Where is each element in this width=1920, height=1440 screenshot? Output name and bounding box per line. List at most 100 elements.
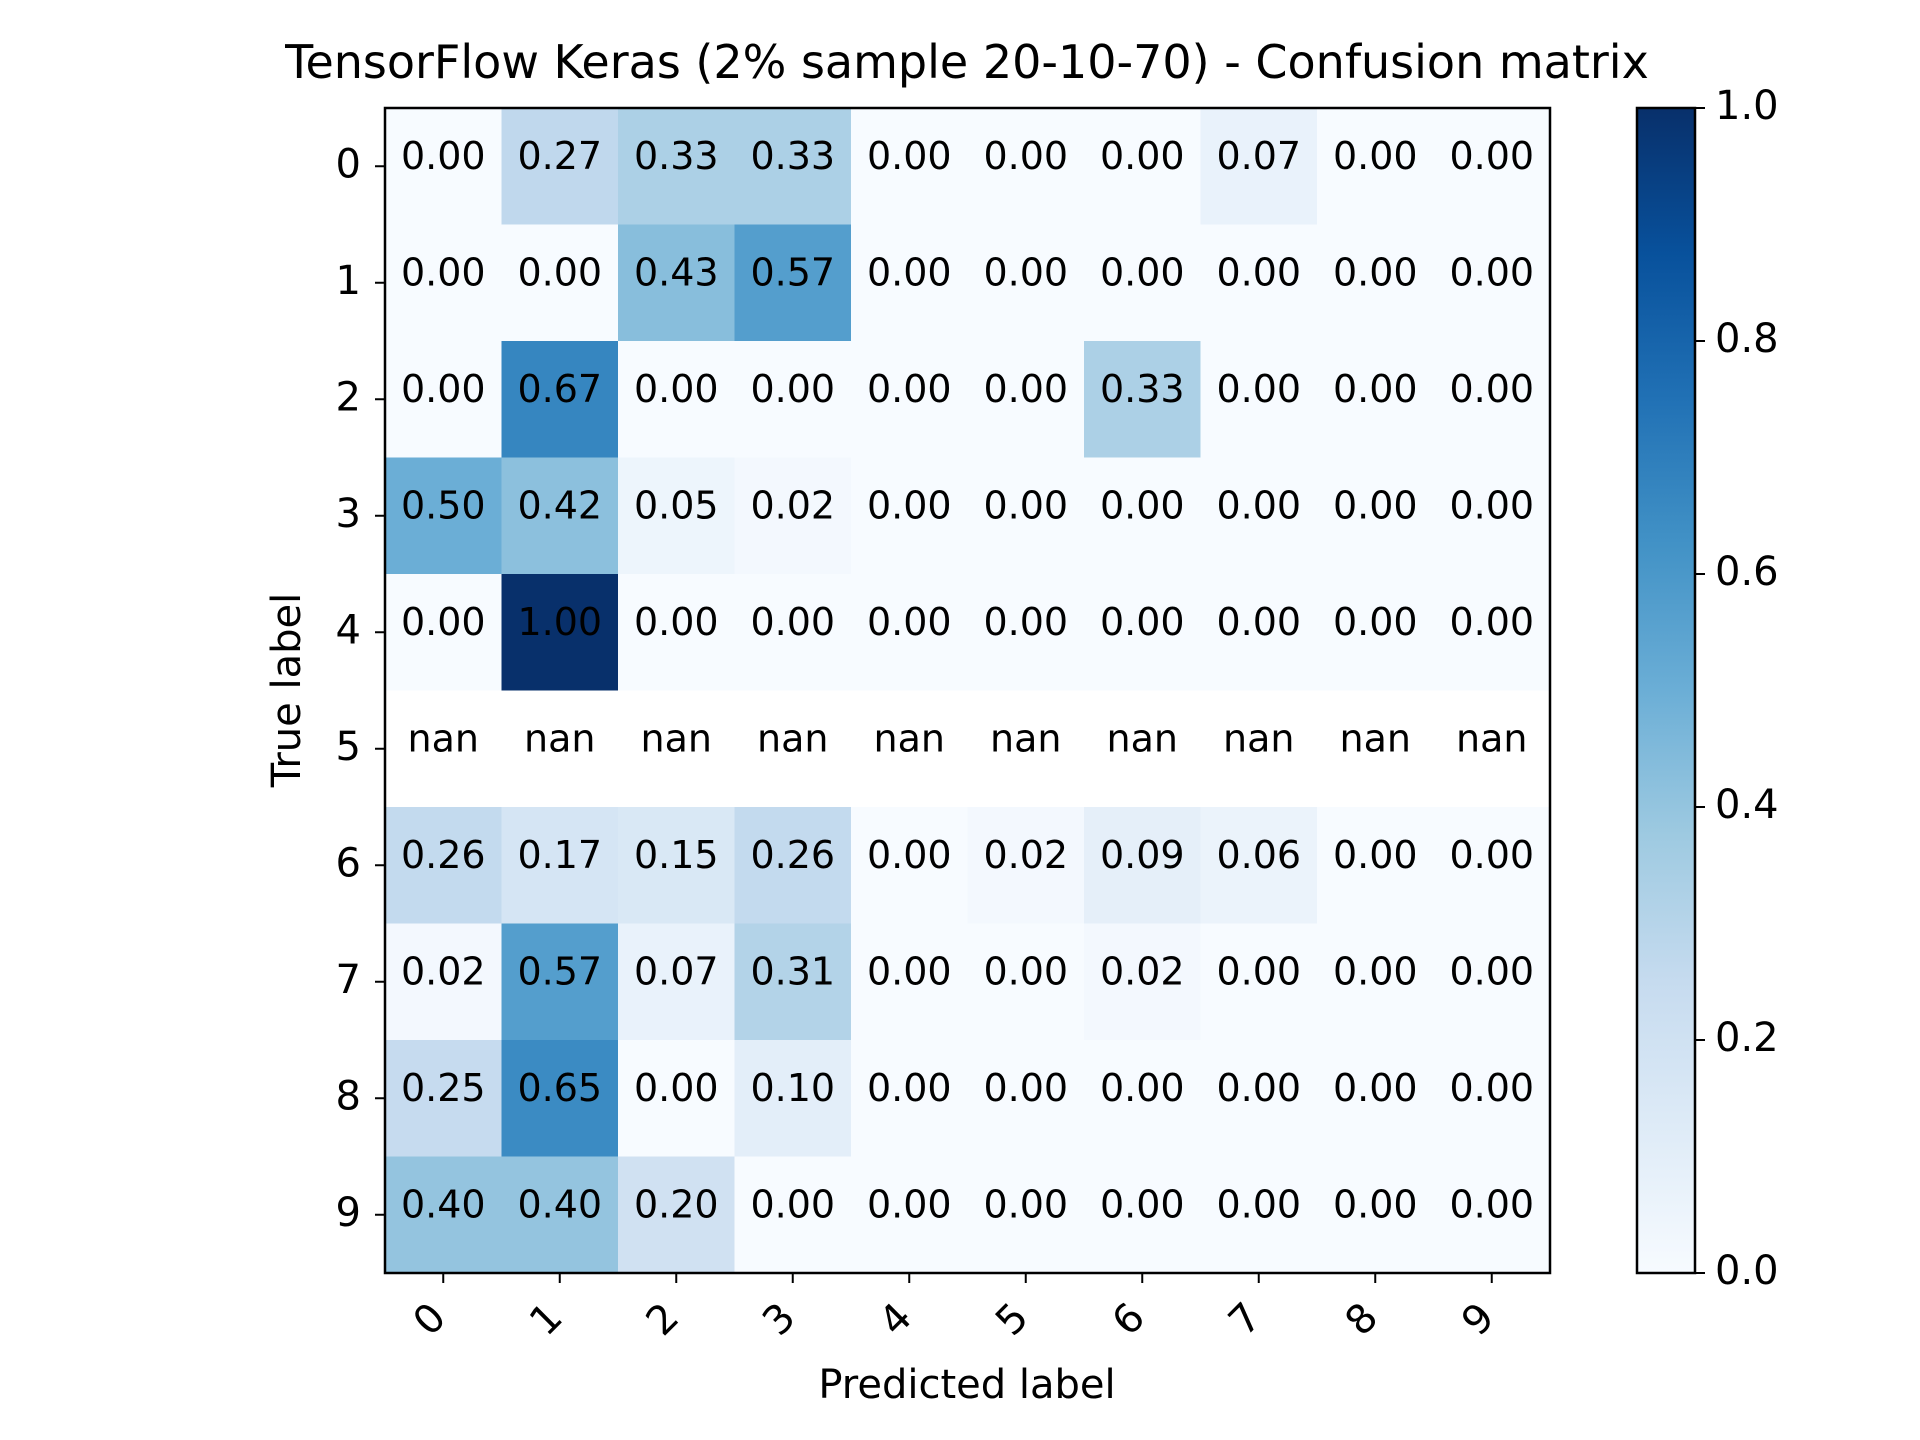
heatmap-cell bbox=[385, 341, 503, 459]
y-tick-label: 3 bbox=[336, 491, 361, 537]
cell-value-label: 0.00 bbox=[983, 600, 1068, 644]
cell-value-label: nan bbox=[1456, 716, 1527, 760]
cell-value-label: 0.00 bbox=[1449, 1066, 1534, 1110]
heatmap-cell bbox=[967, 224, 1085, 342]
cell-value-label: 0.50 bbox=[401, 483, 486, 527]
heatmap-cell bbox=[1200, 341, 1318, 459]
y-tick-label: 6 bbox=[336, 840, 361, 886]
cell-value-label: 0.00 bbox=[750, 1182, 835, 1226]
cell-value-label: 0.02 bbox=[750, 483, 835, 527]
heatmap-cell bbox=[1084, 1040, 1202, 1158]
heatmap-cell bbox=[1200, 108, 1318, 226]
heatmap-cell-labels: 0.00 0.27 0.33 0.33 0.00 0.00 0.00 0.07 0.00 0.00… bbox=[401, 134, 1534, 1227]
cell-value-label: 0.33 bbox=[1100, 367, 1185, 411]
colorbar-tick-label: 0.6 bbox=[1715, 549, 1779, 595]
heatmap-cell bbox=[501, 457, 619, 575]
cell-value-label: 0.00 bbox=[1333, 833, 1418, 877]
heatmap-cell bbox=[734, 1156, 852, 1274]
cell-value-label: 0.00 bbox=[1333, 134, 1418, 178]
x-tick-label: 9 bbox=[1453, 1294, 1504, 1345]
cell-value-label: 0.65 bbox=[517, 1066, 602, 1110]
y-axis: 0 1 2 3 4 5 6 7 8 9 bbox=[336, 141, 385, 1236]
x-axis: 0 1 2 3 4 5 6 7 8 9 bbox=[405, 1273, 1504, 1345]
cell-value-label: 0.00 bbox=[1333, 250, 1418, 294]
chart-title: TensorFlow Keras (2% sample 20-10-70) - … bbox=[284, 35, 1649, 89]
cell-value-label: 0.00 bbox=[1216, 367, 1301, 411]
heatmap-cell bbox=[1433, 690, 1551, 808]
heatmap-cell bbox=[1084, 457, 1202, 575]
x-tick-label: 8 bbox=[1337, 1294, 1388, 1345]
heatmap-cell bbox=[1084, 923, 1202, 1041]
heatmap-cell bbox=[1317, 807, 1435, 925]
cell-value-label: 0.15 bbox=[634, 833, 719, 877]
cell-value-label: nan bbox=[1107, 716, 1178, 760]
heatmap-cell bbox=[734, 457, 852, 575]
cell-value-label: 0.57 bbox=[750, 250, 835, 294]
heatmap-cell bbox=[967, 807, 1085, 925]
cell-value-label: 0.00 bbox=[750, 600, 835, 644]
cell-value-label: 0.00 bbox=[1216, 949, 1301, 993]
cell-value-label: nan bbox=[641, 716, 712, 760]
cell-value-label: 0.00 bbox=[517, 250, 602, 294]
heatmap-cell bbox=[734, 690, 852, 808]
cell-value-label: 0.26 bbox=[750, 833, 835, 877]
cell-value-label: 0.00 bbox=[1449, 367, 1534, 411]
cell-value-label: 0.33 bbox=[750, 134, 835, 178]
colorbar-tick-label: 0.8 bbox=[1715, 316, 1779, 362]
cell-value-label: 1.00 bbox=[517, 600, 602, 644]
heatmap-cell bbox=[1433, 457, 1551, 575]
heatmap-cell bbox=[385, 574, 503, 692]
cell-value-label: 0.00 bbox=[867, 250, 952, 294]
heatmap-cell bbox=[734, 574, 852, 692]
heatmap-cell bbox=[734, 224, 852, 342]
heatmap-cell bbox=[501, 923, 619, 1041]
cell-value-label: 0.00 bbox=[1449, 600, 1534, 644]
cell-value-label: 0.25 bbox=[401, 1066, 486, 1110]
colorbar bbox=[1635, 106, 1697, 1275]
heatmap-cell bbox=[967, 923, 1085, 1041]
heatmap-cell bbox=[385, 690, 503, 808]
cell-value-label: 0.20 bbox=[634, 1182, 719, 1226]
cell-value-label: 0.07 bbox=[634, 949, 719, 993]
heatmap-cell bbox=[967, 1156, 1085, 1274]
x-tick-label: 4 bbox=[871, 1294, 922, 1345]
heatmap-cell bbox=[1317, 341, 1435, 459]
cell-value-label: 0.00 bbox=[1100, 600, 1185, 644]
heatmap-cell bbox=[618, 224, 736, 342]
heatmap-cell bbox=[1200, 457, 1318, 575]
cell-value-label: 0.00 bbox=[1449, 134, 1534, 178]
heatmap-cell bbox=[1084, 574, 1202, 692]
cell-value-label: 0.00 bbox=[867, 1066, 952, 1110]
heatmap-cells bbox=[385, 108, 1551, 1274]
cell-value-label: 0.00 bbox=[634, 1066, 719, 1110]
heatmap-cell bbox=[734, 108, 852, 226]
heatmap-cell bbox=[1317, 1040, 1435, 1158]
heatmap-cell bbox=[385, 1156, 503, 1274]
cell-value-label: 0.00 bbox=[983, 949, 1068, 993]
y-tick-label: 9 bbox=[336, 1190, 361, 1236]
cell-value-label: nan bbox=[874, 716, 945, 760]
cell-value-label: 0.00 bbox=[867, 134, 952, 178]
cell-value-label: 0.00 bbox=[983, 1066, 1068, 1110]
heatmap-cell bbox=[1317, 108, 1435, 226]
heatmap-cell bbox=[1084, 108, 1202, 226]
cell-value-label: 0.00 bbox=[1100, 1066, 1185, 1110]
y-tick-label: 1 bbox=[336, 258, 361, 304]
heatmap-cell bbox=[734, 807, 852, 925]
heatmap-cell bbox=[1433, 341, 1551, 459]
heatmap-cell bbox=[618, 807, 736, 925]
heatmap-cell bbox=[618, 923, 736, 1041]
heatmap-cell bbox=[1317, 1156, 1435, 1274]
colorbar-tick-label: 0.2 bbox=[1715, 1015, 1779, 1061]
heatmap-cell bbox=[734, 341, 852, 459]
cell-value-label: nan bbox=[1223, 716, 1294, 760]
heatmap-cell bbox=[851, 574, 969, 692]
cell-value-label: 0.00 bbox=[1216, 483, 1301, 527]
heatmap-cell bbox=[1433, 108, 1551, 226]
heatmap-cell bbox=[1433, 807, 1551, 925]
heatmap-cell bbox=[851, 1040, 969, 1158]
cell-value-label: 0.00 bbox=[1333, 600, 1418, 644]
heatmap-cell bbox=[967, 341, 1085, 459]
y-tick-label: 7 bbox=[336, 957, 361, 1003]
heatmap-cell bbox=[1317, 457, 1435, 575]
